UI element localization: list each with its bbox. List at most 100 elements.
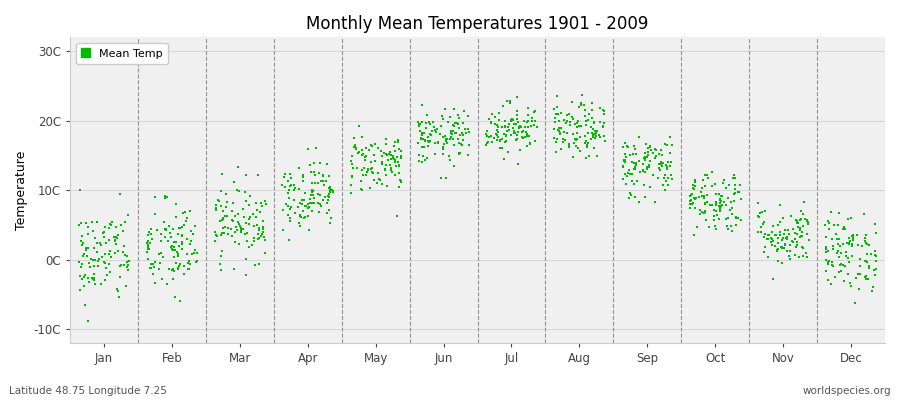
Point: [838, 262, 852, 269]
Point: [618, 180, 633, 187]
Point: [158, 226, 172, 233]
Point: [244, 242, 258, 248]
Point: [443, 157, 457, 163]
Point: [229, 224, 243, 231]
Point: [378, 165, 392, 172]
Point: [753, 210, 768, 216]
Point: [826, 222, 841, 228]
Point: [152, 251, 166, 258]
Point: [78, 220, 93, 226]
Point: [500, 98, 514, 104]
Point: [392, 136, 406, 143]
Point: [529, 124, 544, 131]
Point: [497, 156, 511, 162]
Point: [518, 124, 533, 130]
Point: [656, 182, 670, 188]
Point: [859, 273, 873, 280]
Point: [522, 132, 536, 139]
Point: [451, 136, 465, 142]
Point: [688, 179, 703, 185]
Point: [726, 175, 741, 181]
Point: [843, 238, 858, 244]
Point: [660, 166, 674, 172]
Point: [782, 253, 796, 260]
Point: [108, 249, 122, 256]
Point: [352, 123, 366, 130]
Point: [368, 158, 382, 164]
Point: [707, 181, 722, 187]
Point: [352, 148, 366, 155]
Point: [282, 187, 296, 194]
Point: [507, 127, 521, 134]
Point: [110, 235, 124, 241]
Point: [791, 220, 806, 226]
Point: [521, 112, 535, 119]
Point: [754, 229, 769, 236]
Point: [323, 188, 338, 195]
Point: [115, 228, 130, 234]
Point: [596, 106, 610, 113]
Point: [94, 281, 108, 287]
Point: [238, 220, 253, 226]
Point: [117, 262, 131, 268]
Point: [845, 242, 859, 249]
Point: [345, 161, 359, 168]
Point: [636, 154, 651, 161]
Point: [292, 186, 306, 192]
Point: [186, 231, 201, 238]
Point: [864, 251, 878, 258]
Point: [488, 114, 502, 120]
Point: [695, 193, 709, 199]
Point: [616, 176, 630, 182]
Point: [77, 282, 92, 289]
Point: [324, 187, 338, 194]
Point: [698, 200, 712, 206]
Point: [714, 208, 728, 214]
Point: [794, 233, 808, 240]
Point: [620, 143, 634, 150]
Point: [81, 230, 95, 237]
Point: [143, 231, 157, 237]
Point: [516, 135, 530, 142]
Point: [778, 234, 793, 241]
Point: [360, 169, 374, 176]
Point: [718, 184, 733, 191]
Point: [782, 242, 796, 248]
Point: [150, 227, 165, 233]
Point: [664, 158, 679, 165]
Point: [171, 265, 185, 271]
Point: [318, 194, 332, 200]
Point: [368, 158, 382, 164]
Point: [586, 130, 600, 137]
Point: [158, 226, 173, 232]
Point: [832, 236, 846, 243]
Point: [168, 239, 183, 246]
Point: [103, 248, 117, 254]
Point: [442, 153, 456, 159]
Point: [622, 167, 636, 173]
Point: [570, 124, 584, 130]
Point: [97, 229, 112, 236]
Point: [453, 150, 467, 156]
Point: [301, 201, 315, 208]
Point: [636, 168, 651, 174]
Point: [822, 220, 836, 226]
Point: [499, 132, 513, 138]
Point: [213, 261, 228, 268]
Point: [819, 249, 833, 256]
Point: [393, 178, 408, 185]
Point: [762, 232, 777, 238]
Point: [87, 276, 102, 283]
Point: [831, 240, 845, 247]
Point: [657, 174, 671, 181]
Point: [234, 227, 248, 234]
Point: [175, 224, 189, 230]
Point: [305, 192, 320, 198]
Point: [144, 226, 158, 233]
Point: [699, 172, 714, 178]
Point: [319, 178, 333, 184]
Point: [90, 258, 104, 264]
Point: [176, 246, 190, 252]
Point: [837, 278, 851, 284]
Point: [288, 185, 302, 191]
